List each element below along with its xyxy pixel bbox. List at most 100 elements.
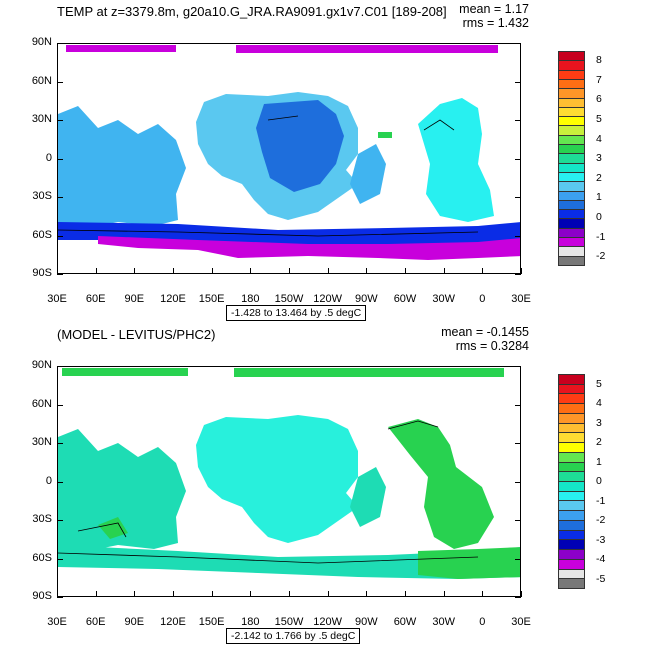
lon-tick: [482, 268, 484, 274]
colorbar-label: 3: [596, 416, 602, 429]
lat-tick: [515, 558, 521, 560]
lat-tick-label: 90N: [31, 36, 52, 48]
lat-tick: [515, 404, 521, 406]
lon-tick: [327, 591, 329, 597]
lon-tick-label: 30W: [432, 616, 455, 628]
lon-tick-label: 120E: [160, 293, 186, 305]
lat-tick-label: 60S: [32, 228, 52, 241]
lon-tick-label: 60W: [393, 616, 417, 628]
lon-tick: [57, 268, 58, 274]
colorbar-label: 5: [596, 377, 602, 390]
colorbar-label: 6: [596, 93, 602, 106]
lat-tick-label: 30N: [31, 113, 52, 125]
green-patch: [98, 517, 128, 539]
pacific-deep-field: [256, 100, 344, 192]
lon-tick: [366, 268, 368, 274]
colorbar-label: -1: [596, 494, 606, 507]
contour-info-box: -1.428 to 13.464 by .5 degC: [226, 305, 367, 321]
east-pacific-field: [350, 144, 386, 204]
lon-tick-label: 150W: [274, 293, 304, 305]
lat-tick: [515, 520, 521, 521]
lon-tick: [521, 591, 522, 597]
lon-tick-label: 60E: [85, 293, 106, 305]
lat-tick-label: 60N: [31, 397, 52, 410]
lat-tick: [57, 120, 63, 121]
lat-tick: [515, 274, 521, 275]
colorbar-label: 2: [596, 171, 602, 184]
lon-tick-label: 180: [241, 616, 260, 628]
map-field: [58, 368, 520, 579]
colorbar: [558, 51, 585, 266]
lon-tick-label: 90W: [355, 293, 378, 305]
colorbar-label: 7: [596, 73, 602, 86]
lat-tick: [57, 81, 63, 83]
lon-tick: [482, 591, 484, 597]
lon-tick: [173, 591, 174, 597]
lon-tick-label: 120W: [313, 616, 343, 628]
lat-tick-label: 30N: [31, 436, 52, 448]
lat-tick: [515, 443, 521, 444]
contour-lines: [58, 420, 479, 564]
lat-tick: [57, 597, 63, 598]
lon-tick: [57, 591, 58, 597]
lon-tick: [289, 268, 290, 274]
lon-tick: [521, 268, 522, 274]
lat-tick: [57, 520, 63, 521]
mean-value: mean = 1.17: [459, 2, 529, 16]
lat-tick: [57, 158, 63, 160]
arctic-band: [66, 45, 176, 52]
lon-tick: [327, 268, 329, 274]
atlantic-field: [418, 98, 494, 222]
lat-tick-label: 60N: [31, 74, 52, 87]
ocean-map: [57, 366, 521, 597]
lat-tick: [57, 443, 63, 444]
lon-tick-label: 30E: [47, 293, 67, 305]
lat-tick-label: 30S: [32, 190, 52, 202]
lon-tick: [95, 268, 97, 274]
lat-tick-label: 30S: [32, 513, 52, 525]
lon-tick: [366, 591, 368, 597]
lat-tick: [57, 481, 63, 483]
atlantic-field: [388, 419, 494, 549]
arctic-band: [62, 368, 188, 376]
southern-ocean-field: [58, 222, 520, 250]
lat-tick: [57, 274, 63, 275]
contour-info-box: -2.142 to 1.766 by .5 degC: [226, 628, 361, 644]
lon-tick-label: 0: [479, 293, 486, 305]
lat-tick: [515, 43, 521, 44]
rms-value: rms = 0.3284: [455, 339, 529, 353]
colorbar-label: 4: [596, 397, 602, 410]
panel-title: (MODEL - LEVITUS/PHC2): [57, 327, 216, 342]
lon-tick-label: 90E: [124, 616, 145, 628]
lat-tick: [515, 81, 521, 83]
colorbar-label: 8: [596, 54, 602, 67]
lat-tick: [515, 197, 521, 198]
lon-tick-label: 90W: [355, 616, 378, 628]
colorbar-label: 1: [596, 455, 602, 468]
lat-tick: [515, 366, 521, 367]
lon-tick-label: 60E: [85, 616, 106, 628]
lon-tick: [211, 591, 213, 597]
lat-tick-label: 90S: [32, 267, 52, 279]
colorbar-cell: [558, 578, 585, 589]
lat-tick: [57, 43, 63, 44]
lon-tick-label: 120W: [313, 293, 343, 305]
lon-tick: [95, 591, 97, 597]
lon-tick-label: 30E: [511, 293, 531, 305]
lon-tick-label: 150W: [274, 616, 304, 628]
rms-value: rms = 1.432: [462, 16, 529, 30]
lon-tick: [134, 268, 136, 274]
lat-tick: [57, 197, 63, 198]
panel-title: TEMP at z=3379.8m, g20a10.G_JRA.RA9091.g…: [57, 4, 447, 19]
colorbar-label: 3: [596, 152, 602, 165]
lat-tick-label: 90N: [31, 359, 52, 371]
lat-tick-label: 90S: [32, 590, 52, 602]
colorbar-label: -4: [596, 553, 606, 566]
lat-tick: [57, 366, 63, 367]
colorbar-label: 1: [596, 191, 602, 204]
colorbar-label: 4: [596, 132, 602, 145]
lon-tick-label: 30E: [511, 616, 531, 628]
colorbar-label: -3: [596, 533, 606, 546]
lon-tick-label: 30W: [432, 293, 455, 305]
lon-tick-label: 30E: [47, 616, 67, 628]
